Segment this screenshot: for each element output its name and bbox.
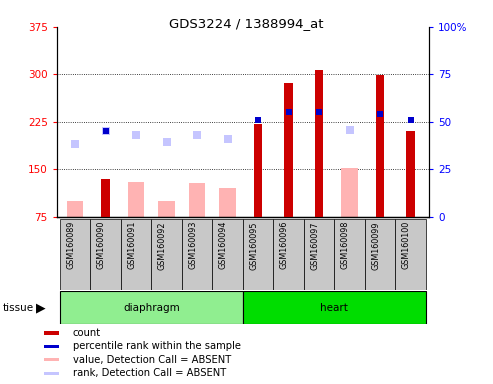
Bar (128, 182, 144, 217)
Bar (101, 179, 110, 217)
Bar (395, 219, 426, 290)
Bar (341, 168, 358, 217)
Text: rank, Detection Call = ABSENT: rank, Detection Call = ABSENT (72, 368, 226, 378)
Bar (273, 219, 304, 290)
Bar (284, 83, 293, 217)
Text: GSM160095: GSM160095 (249, 221, 258, 270)
Text: GSM160098: GSM160098 (341, 221, 350, 270)
Text: GSM160097: GSM160097 (310, 221, 319, 270)
Bar (44, 345, 59, 348)
Text: GSM160099: GSM160099 (371, 221, 380, 270)
Bar (182, 219, 212, 290)
Bar (219, 189, 236, 217)
Text: GSM160090: GSM160090 (97, 221, 106, 270)
Bar (243, 291, 426, 324)
Text: GSM160091: GSM160091 (127, 221, 136, 270)
Bar (334, 219, 365, 290)
Bar (243, 219, 273, 290)
Text: percentile rank within the sample: percentile rank within the sample (72, 341, 241, 351)
Bar (44, 358, 59, 361)
Bar (60, 219, 90, 290)
Bar (158, 201, 175, 217)
Text: GSM160096: GSM160096 (280, 221, 288, 270)
Bar (254, 124, 262, 217)
Text: GSM160100: GSM160100 (402, 221, 411, 269)
Text: heart: heart (320, 303, 348, 313)
Bar (376, 75, 385, 217)
Bar (212, 219, 243, 290)
Bar (315, 70, 323, 217)
Bar (151, 219, 182, 290)
Text: GSM160089: GSM160089 (66, 221, 75, 270)
Text: ▶: ▶ (35, 301, 45, 314)
Text: count: count (72, 328, 101, 338)
Text: GSM160093: GSM160093 (188, 221, 197, 270)
Bar (189, 184, 206, 217)
Bar (365, 219, 395, 290)
Bar (406, 131, 415, 217)
Text: GDS3224 / 1388994_at: GDS3224 / 1388994_at (169, 17, 324, 30)
Bar (121, 219, 151, 290)
Text: tissue: tissue (2, 303, 34, 313)
Text: GSM160094: GSM160094 (218, 221, 228, 270)
Text: diaphragm: diaphragm (123, 303, 179, 313)
Bar (44, 331, 59, 335)
Text: value, Detection Call = ABSENT: value, Detection Call = ABSENT (72, 355, 231, 365)
Bar (44, 371, 59, 375)
Bar (90, 219, 121, 290)
Bar (60, 291, 243, 324)
Text: GSM160092: GSM160092 (158, 221, 167, 270)
Bar (67, 201, 83, 217)
Bar (304, 219, 334, 290)
